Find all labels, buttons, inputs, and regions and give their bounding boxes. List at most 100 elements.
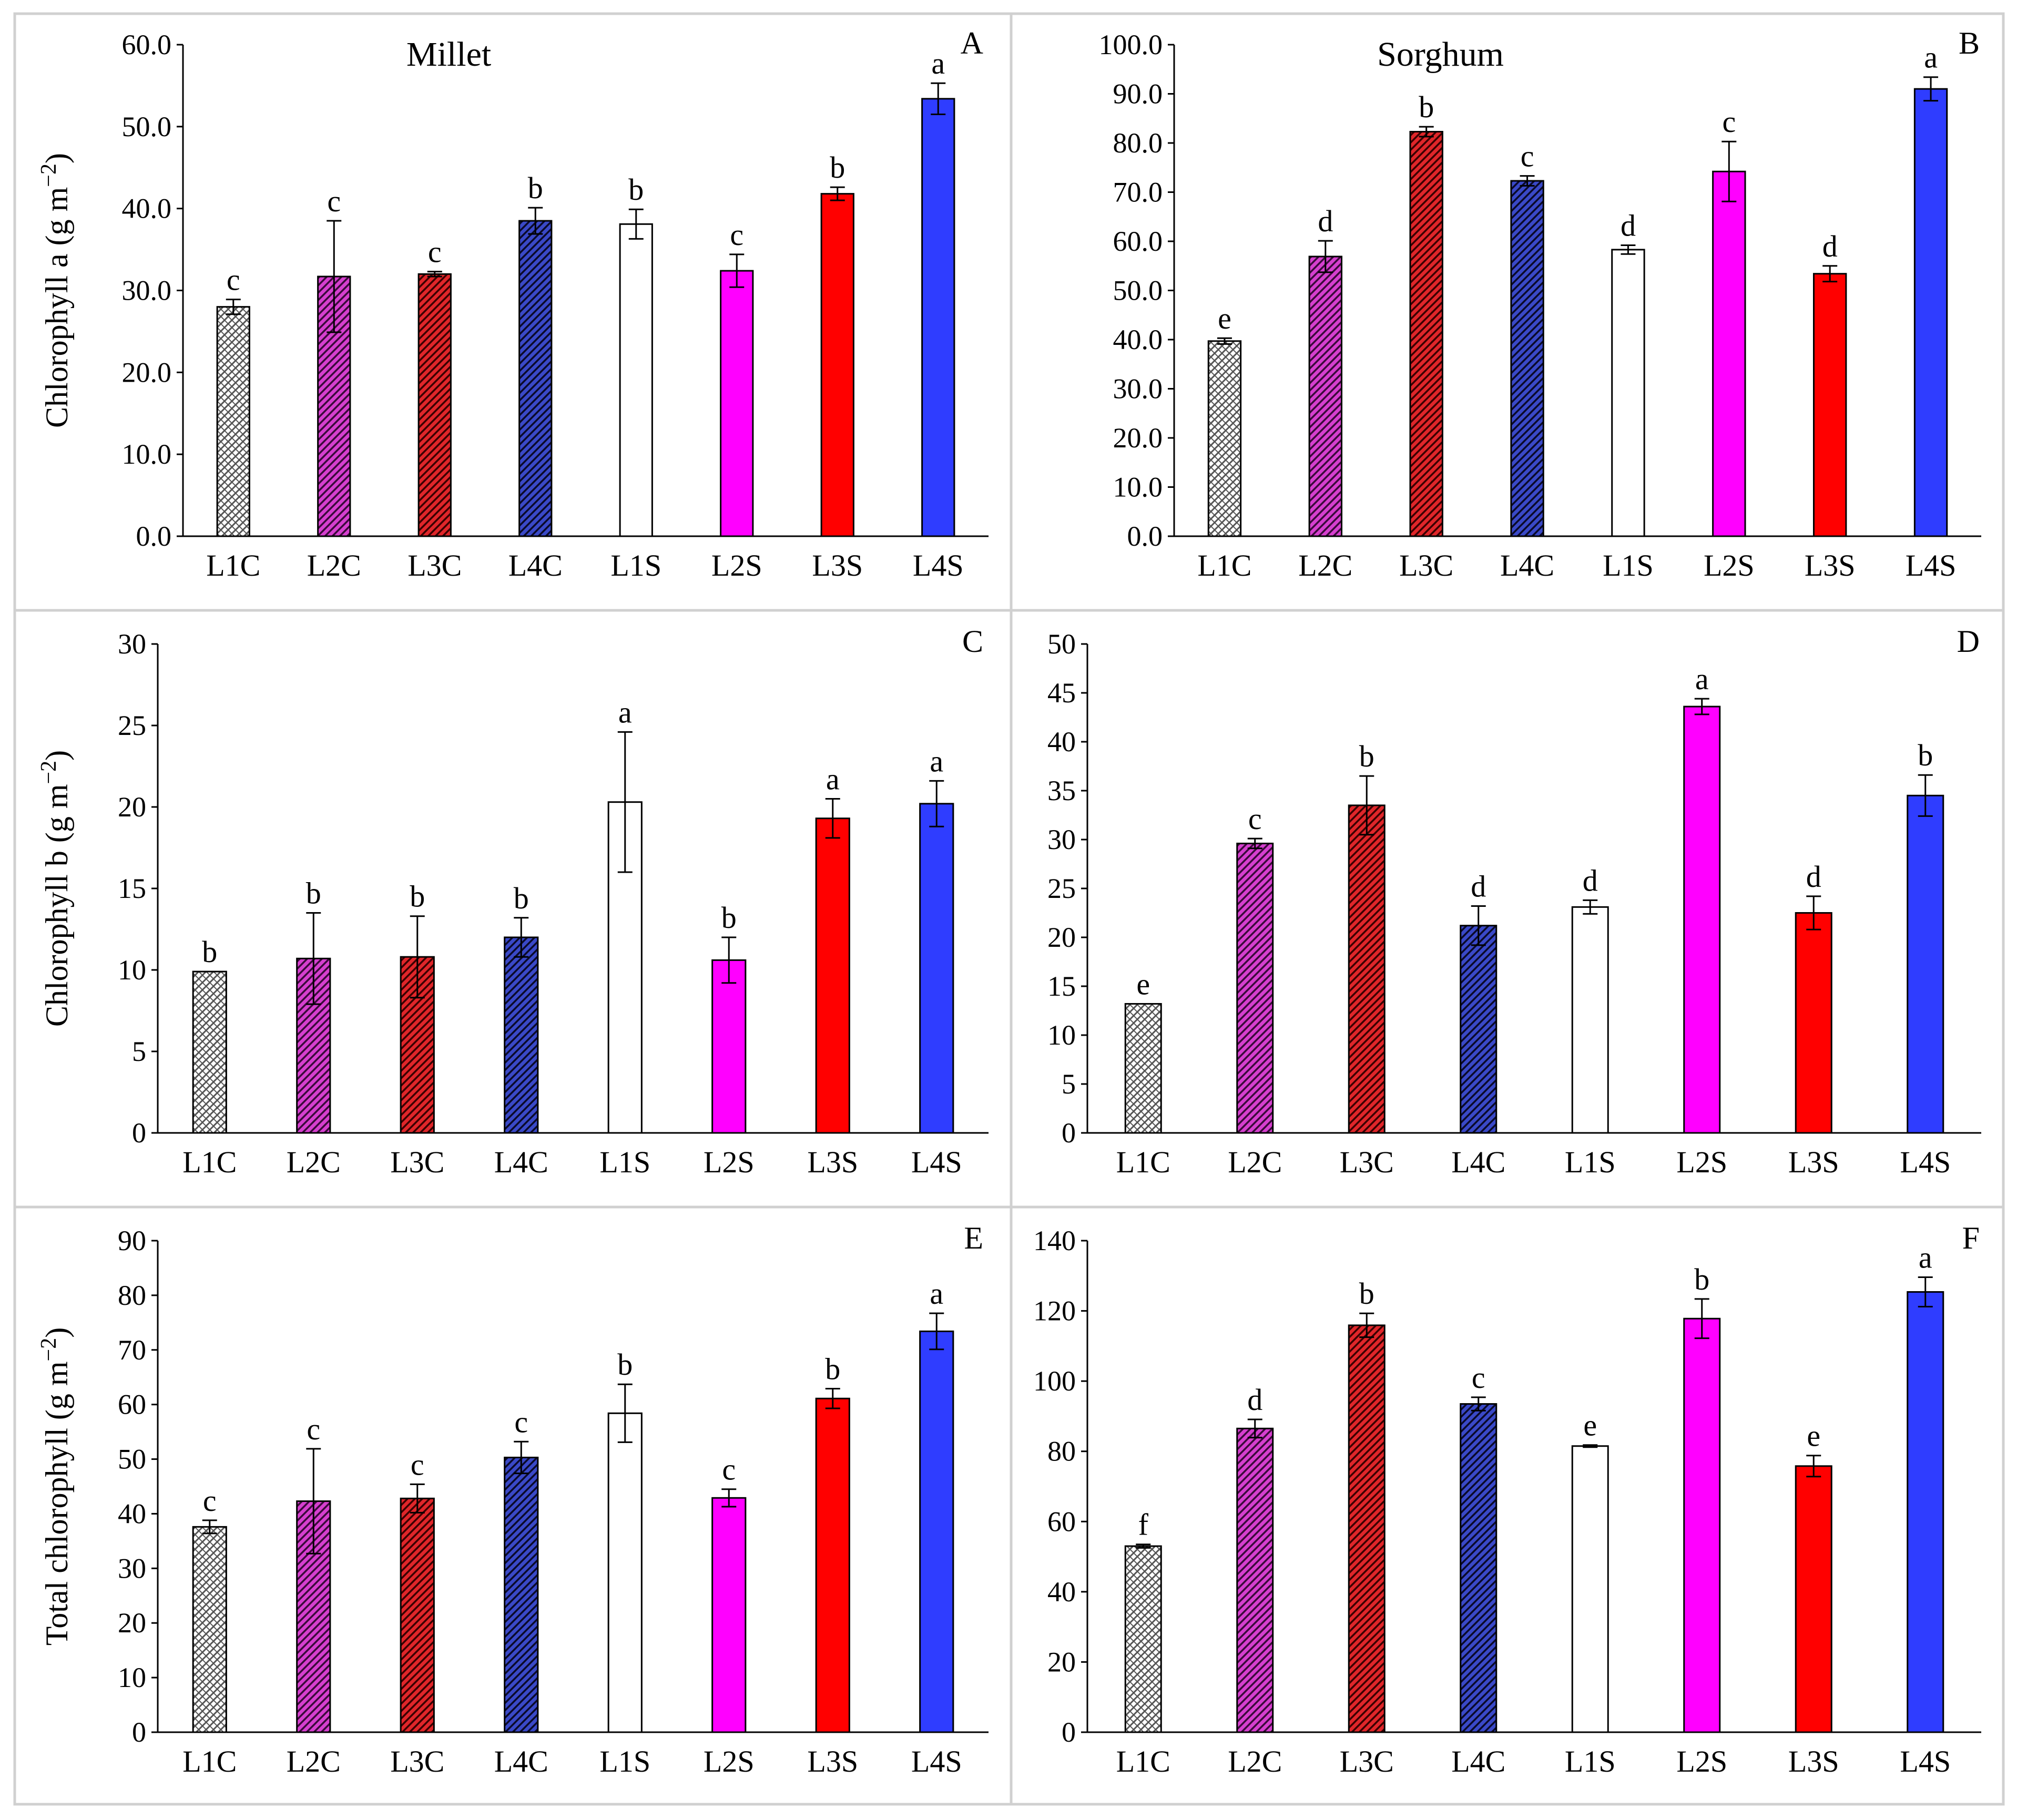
significance-letter: b — [202, 935, 217, 969]
error-bar — [1247, 837, 1262, 850]
error-bar — [1359, 775, 1374, 836]
bar-l2c — [1236, 1427, 1274, 1733]
x-tick-label: L4C — [1500, 548, 1554, 582]
x-tick-label: L4S — [1900, 1744, 1951, 1778]
significance-letter: d — [1621, 208, 1636, 242]
y-tick-label: 20 — [1047, 1646, 1076, 1678]
significance-letter: a — [930, 744, 943, 778]
bar-l4s — [919, 803, 954, 1134]
y-tick-label: 10 — [118, 954, 146, 986]
x-tick-label: L1C — [1116, 1145, 1170, 1179]
bar-l1s — [1611, 249, 1645, 537]
bar-l4s — [1907, 794, 1944, 1134]
y-tick-label: 60.0 — [122, 29, 172, 60]
bar-l1s — [607, 1412, 643, 1733]
significance-letter: b — [1419, 90, 1434, 124]
bar-l1s — [1571, 1445, 1609, 1733]
bar-l2s — [711, 1497, 747, 1733]
bar-l1s — [1571, 906, 1609, 1134]
bar-l2c — [296, 957, 331, 1134]
error-bar — [427, 271, 442, 278]
y-tick-label: 100 — [1033, 1365, 1076, 1397]
y-tick-label: 120 — [1033, 1295, 1076, 1327]
x-tick-label: L3C — [1399, 548, 1453, 582]
error-bar — [528, 207, 543, 235]
bar-l4s — [921, 98, 955, 537]
x-tick-label: L1S — [1603, 548, 1654, 582]
significance-letter: d — [1806, 860, 1821, 894]
bar-l2s — [1683, 1317, 1721, 1733]
y-tick-label: 50 — [118, 1444, 146, 1475]
bar-l4s — [1907, 1291, 1944, 1733]
error-bar — [514, 1440, 529, 1475]
y-axis-label: Chlorophyll a (g m−2) — [37, 153, 74, 428]
significance-letter: b — [1918, 738, 1933, 772]
y-tick-label: 5 — [132, 1036, 146, 1067]
error-bar — [1471, 905, 1486, 946]
significance-letter: a — [1695, 662, 1709, 696]
panel-title: Millet — [406, 35, 491, 74]
y-tick-label: 0 — [1062, 1117, 1076, 1149]
error-bar — [1806, 1455, 1821, 1478]
bar-l3c — [1348, 804, 1386, 1134]
x-tick-label: L2C — [287, 1744, 341, 1778]
bar-l1c — [1124, 1003, 1162, 1134]
x-tick-label: L1C — [1197, 548, 1251, 582]
bar-l3s — [820, 193, 854, 537]
x-tick-label: L1S — [599, 1145, 650, 1179]
significance-letter: d — [1471, 869, 1486, 903]
x-tick-label: L1C — [182, 1145, 237, 1179]
error-bar — [1918, 1276, 1933, 1308]
x-tick-label: L3S — [1788, 1145, 1839, 1179]
x-tick-label: L1C — [206, 548, 260, 582]
x-tick-label: L2S — [711, 548, 762, 582]
x-tick-label: L1C — [182, 1744, 237, 1778]
y-tick-label: 30 — [118, 1552, 146, 1584]
significance-letter: c — [227, 263, 240, 297]
x-tick-label: L2S — [1676, 1744, 1727, 1778]
bar-l4c — [518, 220, 553, 537]
error-bar — [1694, 698, 1709, 715]
x-tick-label: L2C — [1298, 548, 1352, 582]
x-tick-label: L2S — [704, 1145, 755, 1179]
error-bar — [617, 1383, 633, 1443]
x-tick-label: L3S — [1805, 548, 1856, 582]
significance-letter: b — [721, 901, 737, 935]
error-bar — [825, 1388, 840, 1409]
y-tick-label: 20 — [118, 1607, 146, 1639]
bar-l2c — [1308, 255, 1343, 537]
error-bar — [1923, 76, 1939, 102]
error-bar — [1621, 244, 1636, 255]
x-tick-label: L4C — [494, 1744, 548, 1778]
error-bar — [617, 731, 633, 873]
panel-d: 0 5 10 15 20 25 30 35 40 45 50 e L1C c L2C b L3C d L4C d L1S… — [1010, 609, 2005, 1209]
x-tick-label: L3C — [1340, 1744, 1394, 1778]
significance-letter: a — [930, 1276, 943, 1311]
panel-e: 0 10 20 30 40 50 60 70 80 90 c L1C c L2C c L3C c L4C b L1S c… — [13, 1205, 1013, 1806]
panel-border — [1010, 1205, 2005, 1806]
panel-b: 0.0 10.0 20.0 30.0 40.0 50.0 60.0 70.0 80.0 90.0 1… — [1010, 12, 2005, 612]
significance-letter: b — [628, 172, 644, 207]
y-tick-label: 70 — [118, 1334, 146, 1366]
bar-l3c — [417, 273, 452, 537]
y-tick-label: 50.0 — [122, 111, 172, 142]
y-tick-label: 25 — [118, 710, 146, 741]
y-tick-label: 20.0 — [122, 356, 172, 388]
bar-l2s — [711, 959, 747, 1134]
error-bar — [1583, 1444, 1598, 1448]
significance-letter: c — [307, 1412, 320, 1446]
significance-letter: a — [1924, 40, 1938, 75]
significance-letter: c — [514, 1405, 528, 1439]
significance-letter: b — [830, 150, 845, 185]
significance-letter: e — [1136, 967, 1150, 1001]
x-tick-label: L2S — [1704, 548, 1755, 582]
error-bar — [1247, 1418, 1262, 1439]
significance-letter: b — [1359, 1276, 1374, 1311]
y-tick-label: 60 — [1047, 1506, 1076, 1537]
error-bar — [1520, 175, 1535, 187]
x-tick-label: L3C — [1340, 1145, 1394, 1179]
bar-l3c — [1409, 130, 1443, 537]
y-tick-label: 40.0 — [1113, 324, 1163, 355]
significance-letter: a — [618, 695, 632, 729]
